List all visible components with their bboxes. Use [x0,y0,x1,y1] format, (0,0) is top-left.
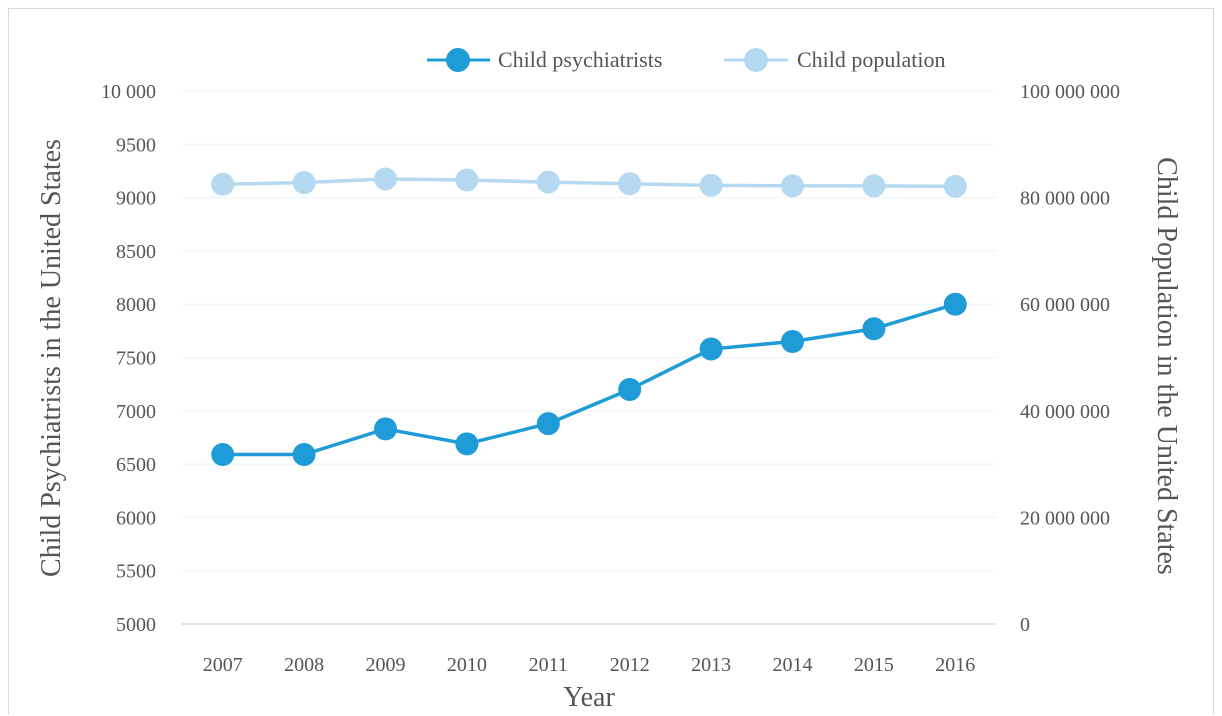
left-tick-label: 10 000 [101,81,156,103]
data-point-psychiatrists [618,377,642,401]
left-tick-label: 6500 [116,454,156,476]
series-layer [211,167,967,467]
data-point-population [781,174,804,198]
right-tick-label: 40 000 000 [1020,401,1110,423]
right-axis-title: Child Population in the United States [1151,157,1182,575]
x-tick-label: 2015 [854,654,894,676]
data-point-psychiatrists [943,292,967,316]
chart-frame [8,8,1214,714]
legend-label-population: Child population [797,47,946,72]
right-tick-label: 60 000 000 [1020,294,1110,316]
right-axis-ticks: 0 20 000 000 40 000 000 60 000 000 80 000 00… [1020,81,1120,636]
series-line-psychiatrists [222,302,956,457]
x-tick-label: 2016 [935,654,975,676]
legend-marker-population [744,48,768,72]
data-point-population [618,172,642,196]
data-point-population [862,174,886,198]
right-tick-label: 0 [1020,614,1030,636]
data-point-psychiatrists [374,417,397,441]
data-point-population [943,174,967,198]
data-point-psychiatrists [781,330,804,354]
series-line-population [222,177,956,189]
legend-label-psychiatrists: Child psychiatrists [498,47,662,72]
data-point-population [699,173,723,197]
data-point-population [455,168,479,192]
left-tick-label: 7000 [116,401,156,423]
data-point-psychiatrists [536,412,560,436]
left-tick-label: 5500 [116,561,156,583]
left-tick-label: 8500 [116,241,156,263]
left-tick-label: 8000 [116,294,156,316]
right-tick-label: 20 000 000 [1020,507,1110,529]
x-tick-label: 2008 [284,654,324,676]
x-tick-label: 2013 [691,654,731,676]
data-point-psychiatrists [699,337,723,361]
data-point-psychiatrists [455,432,479,456]
data-point-psychiatrists [862,317,886,341]
left-axis-ticks: 5000 5500 6000 6500 7000 7500 8000 8500 9000 9500… [101,81,156,636]
left-tick-label: 7500 [116,348,156,370]
right-tick-label: 100 000 000 [1020,81,1120,103]
data-point-psychiatrists [211,443,235,467]
x-tick-label: 2010 [447,654,487,676]
left-axis-title: Child Psychiatrists in the United States [36,139,67,577]
left-tick-label: 9000 [116,188,156,210]
data-point-population [374,167,397,191]
left-tick-label: 9500 [116,134,156,156]
data-point-psychiatrists [292,443,316,467]
legend: Child psychiatrists Child population [427,47,946,72]
x-tick-label: 2011 [529,654,568,676]
data-point-population [536,170,560,194]
data-point-population [211,172,235,196]
x-tick-label: 2012 [610,654,650,676]
x-axis-ticks: 2007 2008 2009 2010 2011 2012 2013 2014 2015 2016 [203,654,976,676]
legend-marker-psychiatrists [446,48,470,72]
x-tick-label: 2007 [203,654,243,676]
left-tick-label: 5000 [116,614,156,636]
x-axis-title: Year [563,682,615,713]
x-tick-label: 2014 [773,654,813,676]
right-tick-label: 80 000 000 [1020,188,1110,210]
left-tick-label: 6000 [116,507,156,529]
data-point-population [292,171,316,195]
gridlines [182,90,996,625]
x-tick-label: 2009 [366,654,406,676]
